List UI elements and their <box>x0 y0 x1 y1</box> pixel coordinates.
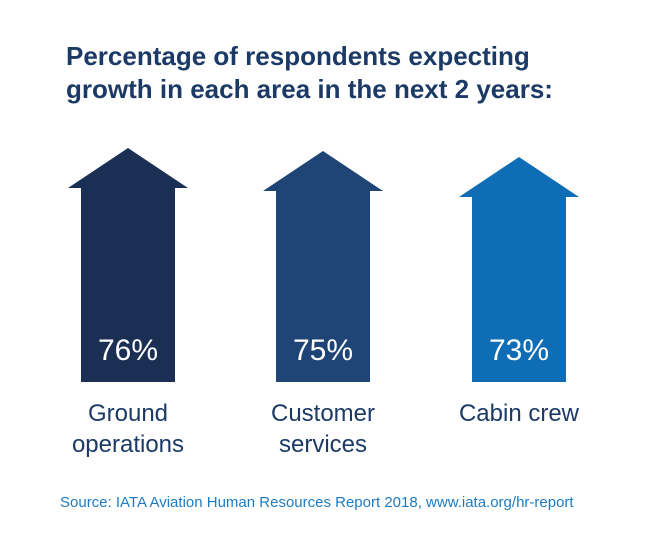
category-label-line: Cabin crew <box>458 400 580 427</box>
source-note: Source: IATA Aviation Human Resources Re… <box>60 494 574 511</box>
arrow-bar-2 <box>263 151 383 382</box>
arrow-bar-3 <box>459 157 579 382</box>
value-label-3: 73% <box>489 334 549 367</box>
chart-title: Percentage of respondents expecting grow… <box>66 40 626 106</box>
category-label-1: Ground operations <box>43 398 213 460</box>
category-label-3: Cabin crew <box>434 398 604 429</box>
arrow-bar-1 <box>68 148 188 382</box>
title-line-2: growth in each area in the next 2 years: <box>66 74 553 104</box>
title-line-1: Percentage of respondents expecting <box>66 41 530 71</box>
category-label-line: Customer <box>270 400 376 427</box>
category-label-line: Ground <box>87 400 169 427</box>
value-label-2: 75% <box>293 334 353 367</box>
value-label-1: 76% <box>98 334 158 367</box>
category-label-line: operations <box>71 431 185 458</box>
category-label-line: services <box>278 431 368 458</box>
category-label-2: Customer services <box>238 398 408 460</box>
